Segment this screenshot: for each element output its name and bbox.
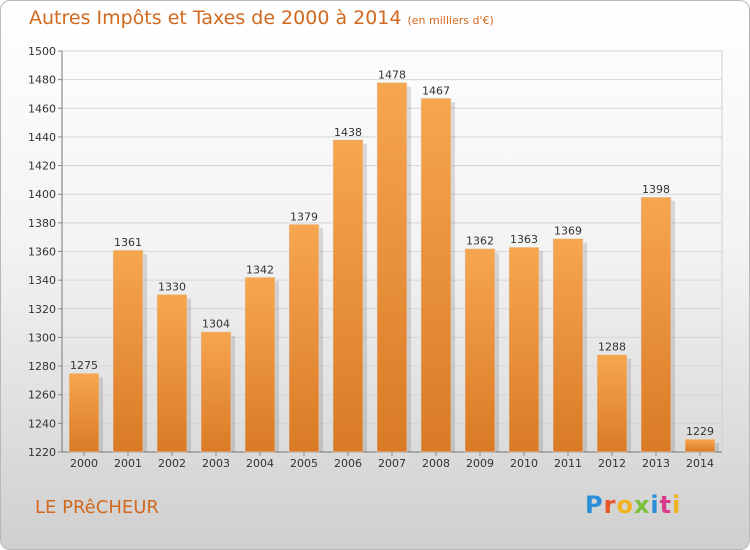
- bar: [69, 373, 99, 452]
- data-label: 1398: [642, 183, 670, 196]
- data-label: 1467: [422, 84, 450, 97]
- y-tick-label: 1320: [28, 303, 56, 316]
- y-tick-label: 1460: [28, 102, 56, 115]
- logo-letter: t: [660, 491, 672, 519]
- y-tick-label: 1340: [28, 274, 56, 287]
- bar: [245, 277, 275, 452]
- logo-letter: i: [650, 491, 659, 519]
- x-tick-label: 2014: [686, 457, 714, 470]
- y-tick-label: 1240: [28, 417, 56, 430]
- data-label: 1478: [378, 69, 406, 82]
- y-tick-label: 1260: [28, 389, 56, 402]
- bar: [157, 294, 187, 452]
- x-tick-label: 2006: [334, 457, 362, 470]
- data-label: 1369: [554, 225, 582, 238]
- data-label: 1304: [202, 318, 230, 331]
- data-label: 1379: [290, 210, 318, 223]
- x-tick-label: 2013: [642, 457, 670, 470]
- data-label: 1275: [70, 359, 98, 372]
- x-tick-label: 2004: [246, 457, 274, 470]
- y-tick-label: 1380: [28, 217, 56, 230]
- x-tick-label: 2003: [202, 457, 230, 470]
- bar: [201, 332, 231, 452]
- logo-letter: x: [634, 491, 650, 519]
- data-label: 1288: [598, 341, 626, 354]
- x-tick-label: 2007: [378, 457, 406, 470]
- logo-letter: r: [604, 491, 617, 519]
- x-tick-label: 2009: [466, 457, 494, 470]
- y-tick-label: 1480: [28, 74, 56, 87]
- x-tick-label: 2010: [510, 457, 538, 470]
- x-tick-label: 2001: [114, 457, 142, 470]
- bar: [377, 83, 407, 452]
- y-tick-label: 1420: [28, 160, 56, 173]
- bar: [333, 140, 363, 452]
- x-tick-label: 2005: [290, 457, 318, 470]
- place-name: LE PRêCHEUR: [35, 497, 159, 518]
- y-tick-label: 1300: [28, 331, 56, 344]
- y-tick-label: 1400: [28, 188, 56, 201]
- y-tick-label: 1500: [28, 45, 56, 58]
- bar: [597, 355, 627, 452]
- bar: [465, 249, 495, 452]
- data-label: 1362: [466, 235, 494, 248]
- bar: [641, 197, 671, 452]
- bar: [509, 247, 539, 452]
- data-label: 1363: [510, 233, 538, 246]
- x-tick-label: 2011: [554, 457, 582, 470]
- data-label: 1438: [334, 126, 362, 139]
- logo-letter: P: [585, 491, 604, 519]
- bar: [113, 250, 143, 452]
- data-label: 1330: [158, 280, 186, 293]
- data-label: 1342: [246, 263, 274, 276]
- bar: [289, 224, 319, 452]
- x-tick-label: 2008: [422, 457, 450, 470]
- bar: [421, 98, 451, 452]
- y-tick-label: 1360: [28, 246, 56, 259]
- y-tick-label: 1280: [28, 360, 56, 373]
- data-label: 1229: [686, 425, 714, 438]
- data-label: 1361: [114, 236, 142, 249]
- x-tick-label: 2000: [70, 457, 98, 470]
- x-tick-label: 2012: [598, 457, 626, 470]
- proxiti-logo: Proxiti: [585, 491, 681, 519]
- x-tick-label: 2002: [158, 457, 186, 470]
- bar: [685, 439, 715, 452]
- bar: [553, 239, 583, 452]
- logo-letter: i: [672, 491, 681, 519]
- y-tick-label: 1440: [28, 131, 56, 144]
- logo-letter: o: [616, 491, 634, 519]
- y-tick-label: 1220: [28, 446, 56, 459]
